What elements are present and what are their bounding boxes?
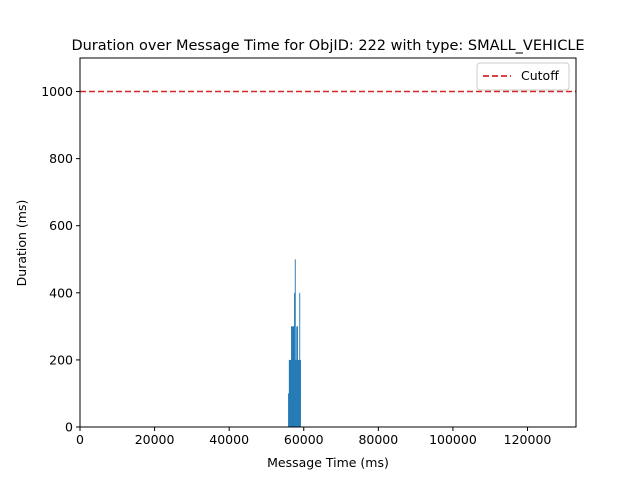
bar-12	[297, 326, 298, 427]
bar-5	[291, 326, 293, 427]
bar-1	[288, 359, 290, 427]
x-axis-label: Message Time (ms)	[267, 455, 389, 470]
x-tick-label: 40000	[209, 432, 249, 447]
x-tick-label: 60000	[284, 432, 324, 447]
y-tick-label: 1000	[41, 84, 73, 99]
bar-8	[294, 292, 295, 427]
bar-3	[290, 359, 292, 427]
bar-15	[299, 292, 301, 427]
bar-16	[300, 359, 301, 427]
plot-frame	[79, 57, 577, 428]
bar-10	[295, 359, 297, 427]
x-axis-ticks: 0 20000 40000 60000 80000 100000 120000	[76, 427, 551, 447]
bars-group	[288, 259, 301, 427]
y-tick-label: 200	[49, 352, 73, 367]
bar-4	[291, 326, 292, 427]
bar-9	[294, 259, 296, 427]
y-tick-label: 400	[49, 285, 73, 300]
y-axis-label: Duration (ms)	[14, 200, 29, 287]
legend-label-cutoff: Cutoff	[521, 68, 559, 83]
bar-2	[289, 359, 291, 427]
y-tick-label: 600	[49, 218, 73, 233]
y-tick-label: 0	[65, 420, 73, 435]
bar-13	[297, 359, 299, 427]
bar-11	[296, 326, 298, 427]
legend: Cutoff	[476, 62, 570, 91]
x-tick-label: 20000	[135, 432, 175, 447]
x-tick-label: 100000	[429, 432, 477, 447]
bar-14	[298, 359, 300, 427]
x-tick-label: 120000	[504, 432, 552, 447]
bar-0	[288, 393, 289, 427]
legend-box	[476, 62, 570, 91]
chart-title: Duration over Message Time for ObjID: 22…	[71, 38, 584, 54]
x-tick-label: 80000	[358, 432, 398, 447]
y-tick-label: 800	[49, 151, 73, 166]
bar-7	[293, 326, 295, 427]
y-axis-ticks: 0 200 400 600 800 1000	[41, 84, 80, 435]
bar-6	[292, 326, 294, 427]
x-tick-label: 0	[76, 432, 84, 447]
